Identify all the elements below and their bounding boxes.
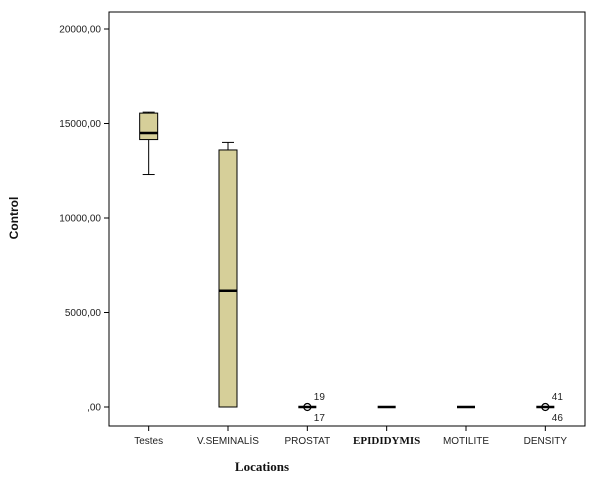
y-axis-title: Control [7, 197, 21, 240]
box-1 [218, 141, 238, 408]
plot-frame [108, 11, 586, 427]
x-tick-label: MOTILITE [443, 436, 489, 447]
outlier-label: 41 [552, 392, 564, 403]
outlier-label: 17 [314, 413, 326, 424]
y-tick-label: 10000,00 [59, 214, 101, 225]
y-tick-label: ,00 [87, 403, 101, 414]
iqr-box [139, 112, 159, 141]
outlier-point [303, 402, 312, 412]
iqr-box [218, 149, 238, 408]
y-tick-label: 5000,00 [65, 308, 102, 319]
x-tick-label: PROSTAT [284, 436, 330, 447]
x-tick-label: EPIDIDYMIS [353, 435, 420, 447]
x-axis-title: Locations [235, 459, 289, 474]
x-tick-label: V.SEMINALİS [197, 434, 259, 447]
box-5: 41 46 [536, 392, 563, 424]
box-0 [139, 111, 159, 176]
y-tick-label: 15000,00 [59, 119, 101, 130]
y-tick-label: 20000,00 [59, 25, 101, 36]
x-tick-label: DENSITY [524, 436, 568, 447]
outlier-point [541, 402, 550, 412]
outlier-label: 46 [552, 413, 564, 424]
x-tick-label: Testes [134, 436, 163, 447]
outlier-label: 19 [314, 392, 326, 403]
